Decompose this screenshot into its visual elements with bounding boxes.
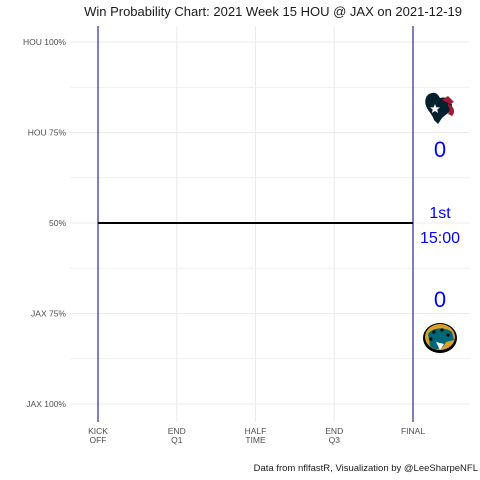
chart-title: Win Probability Chart: 2021 Week 15 HOU … [84,4,462,19]
home-score: 0 [434,287,446,312]
y-axis-ticks: HOU 100% HOU 75% 50% JAX 75% JAX 100% [23,37,66,409]
game-clock: 15:00 [420,230,460,247]
x-tick-label: HALF TIME [245,426,267,445]
y-tick-label: HOU 75% [28,128,67,138]
x-tick-label-line: OFF [90,435,107,445]
x-tick-label-line: HALF [245,426,267,436]
y-tick-label: JAX 100% [26,399,66,409]
x-tick-label: END Q3 [325,426,343,445]
x-tick-label: FINAL [401,426,425,436]
x-tick-label-line: FINAL [401,426,425,436]
x-tick-label-line: Q3 [329,435,341,445]
chart-caption: Data from nflfastR, Visualization by @Le… [254,463,478,474]
x-tick-label-line: END [325,426,343,436]
x-tick-label: KICK OFF [88,426,108,445]
x-tick-label-line: END [168,426,186,436]
x-tick-label: END Q1 [168,426,186,445]
hou-logo-icon [425,92,455,124]
jax-logo-icon [423,323,457,353]
x-tick-label-line: Q1 [171,435,183,445]
y-tick-label: HOU 100% [23,37,66,47]
x-tick-label-line: KICK [88,426,108,436]
quarter-label: 1st [429,205,451,222]
away-score: 0 [434,137,446,162]
y-tick-label: 50% [49,218,66,228]
y-tick-label: JAX 75% [31,309,66,319]
x-tick-label-line: TIME [245,435,266,445]
